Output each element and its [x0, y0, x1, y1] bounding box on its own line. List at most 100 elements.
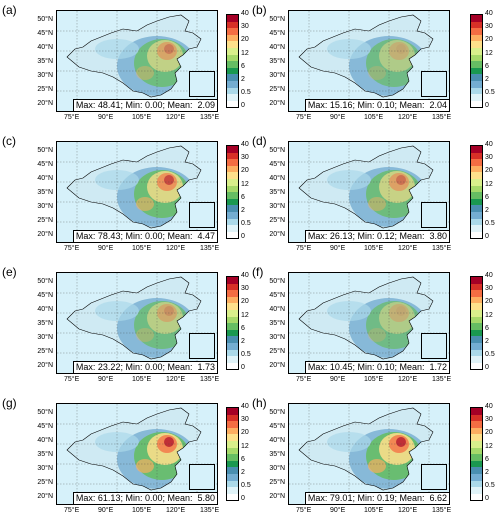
concentration-field — [136, 328, 154, 342]
colorbar-segment — [471, 421, 482, 428]
colorbar-segment — [471, 172, 482, 179]
colorbar-tick-label: 0.5 — [485, 351, 495, 359]
colorbar-tick-label: 6 — [241, 455, 245, 463]
concentration-field — [368, 197, 386, 211]
longitude-tick-label: 75°E — [296, 114, 312, 121]
colorbar-segment — [227, 41, 238, 48]
map-panel: (h) Max: 79.01; Min: 0.19; Mean: 6.62 50°N… — [250, 393, 500, 524]
colorbar-segment — [227, 414, 238, 422]
longitude-tick-label: 90°E — [330, 376, 346, 383]
colorbar-segment — [471, 34, 482, 42]
china-map — [57, 404, 217, 504]
colorbar-segment — [471, 80, 482, 88]
latitude-tick-label: 30°N — [37, 72, 53, 79]
colorbar-segment — [227, 80, 238, 88]
colorbar-tick-label: 0.5 — [241, 482, 251, 490]
map-panel: (g) Max: 61.13; Min: 0.00; Mean: 5.80 50°N… — [0, 393, 251, 524]
colorbar-tick-label: 6 — [241, 62, 245, 70]
colorbar — [470, 145, 483, 240]
concentration-field — [95, 432, 139, 452]
colorbar — [226, 14, 239, 109]
colorbar-tick-label: 2 — [241, 469, 245, 476]
colorbar-segment — [471, 205, 482, 212]
concentration-field — [396, 44, 406, 54]
colorbar-segment — [471, 323, 482, 330]
colorbar-segment — [471, 277, 482, 284]
south-china-sea-inset — [421, 71, 447, 97]
colorbar-tick-label: 0 — [485, 495, 489, 503]
latitude-tick-label: 35°N — [269, 451, 285, 458]
china-map — [289, 404, 449, 504]
latitude-tick-label: 35°N — [37, 58, 53, 65]
concentration-field — [379, 40, 415, 72]
map-frame: Max: 26.13; Min: 0.12; Mean: 3.80 — [288, 141, 450, 243]
colorbar-segment — [471, 408, 482, 415]
latitude-tick-label: 50°N — [37, 16, 53, 23]
colorbar-segment — [471, 218, 482, 226]
longitude-tick-label: 75°E — [296, 507, 312, 514]
colorbar-segment — [471, 349, 482, 357]
concentration-field — [327, 39, 371, 59]
colorbar — [226, 276, 239, 371]
colorbar-tick-label: 20 — [485, 298, 493, 306]
concentration-field — [157, 304, 177, 322]
colorbar-tick-label: 40 — [241, 141, 249, 148]
latitude-tick-label: 50°N — [269, 278, 285, 285]
latitude-tick-label: 40°N — [269, 437, 285, 444]
colorbar-segment — [471, 434, 482, 441]
latitude-tick-label: 20°N — [269, 231, 285, 238]
colorbar-segment — [227, 94, 238, 101]
latitude-tick-label: 45°N — [269, 292, 285, 299]
colorbar-tick-label: 6 — [485, 193, 489, 201]
colorbar-segment — [227, 28, 238, 35]
latitude-tick-label: 20°N — [269, 100, 285, 107]
colorbar-tick-label: 2 — [485, 338, 489, 345]
longitude-tick-label: 90°E — [98, 376, 114, 383]
colorbar-segment — [227, 47, 238, 55]
map-frame: Max: 23.22; Min: 0.00; Mean: 1.73 — [56, 272, 218, 374]
colorbar-segment — [227, 349, 238, 357]
latitude-tick-label: 35°N — [269, 189, 285, 196]
map-frame: Max: 79.01; Min: 0.19; Mean: 6.62 — [288, 403, 450, 505]
latitude-tick-label: 40°N — [269, 306, 285, 313]
colorbar-segment — [471, 21, 482, 29]
latitude-tick-label: 40°N — [37, 44, 53, 51]
longitude-tick-label: 135°E — [432, 114, 452, 121]
concentration-field — [389, 42, 409, 60]
latitude-tick-label: 25°N — [269, 86, 285, 93]
latitude-tick-label: 50°N — [37, 278, 53, 285]
colorbar-tick-label: 40 — [485, 141, 493, 148]
panel-label: (a) — [2, 3, 17, 17]
colorbar-segment — [227, 277, 238, 284]
colorbar-segment — [227, 309, 238, 317]
colorbar-segment — [471, 15, 482, 22]
longitude-tick-label: 75°E — [64, 376, 80, 383]
colorbar-segment — [471, 185, 482, 193]
colorbar-segment — [471, 211, 482, 219]
map-panel: (e) Max: 23.22; Min: 0.00; Mean: 1.73 50°N… — [0, 262, 251, 393]
colorbar-segment — [227, 192, 238, 199]
colorbar-tick-label: 40 — [485, 403, 493, 410]
colorbar-segment — [227, 87, 238, 95]
colorbar-segment — [227, 178, 238, 186]
south-china-sea-inset — [421, 202, 447, 228]
south-china-sea-inset — [189, 333, 215, 359]
colorbar-segment — [471, 94, 482, 101]
colorbar-tick-label: 0 — [485, 233, 489, 241]
latitude-tick-label: 20°N — [269, 493, 285, 500]
colorbar-tick-label: 30 — [241, 154, 249, 162]
latitude-tick-label: 40°N — [269, 44, 285, 51]
colorbar-tick-label: 0 — [241, 102, 245, 110]
concentration-field — [157, 42, 177, 60]
longitude-tick-label: 90°E — [330, 507, 346, 514]
latitude-tick-label: 30°N — [37, 203, 53, 210]
colorbar-tick-label: 0.5 — [241, 89, 251, 97]
latitude-tick-label: 45°N — [269, 161, 285, 168]
colorbar-tick-label: 12 — [241, 442, 249, 450]
colorbar-segment — [227, 205, 238, 212]
latitude-tick-label: 45°N — [37, 30, 53, 37]
colorbar-segment — [227, 172, 238, 179]
colorbar-segment — [471, 309, 482, 317]
latitude-tick-label: 35°N — [37, 189, 53, 196]
colorbar — [226, 145, 239, 240]
